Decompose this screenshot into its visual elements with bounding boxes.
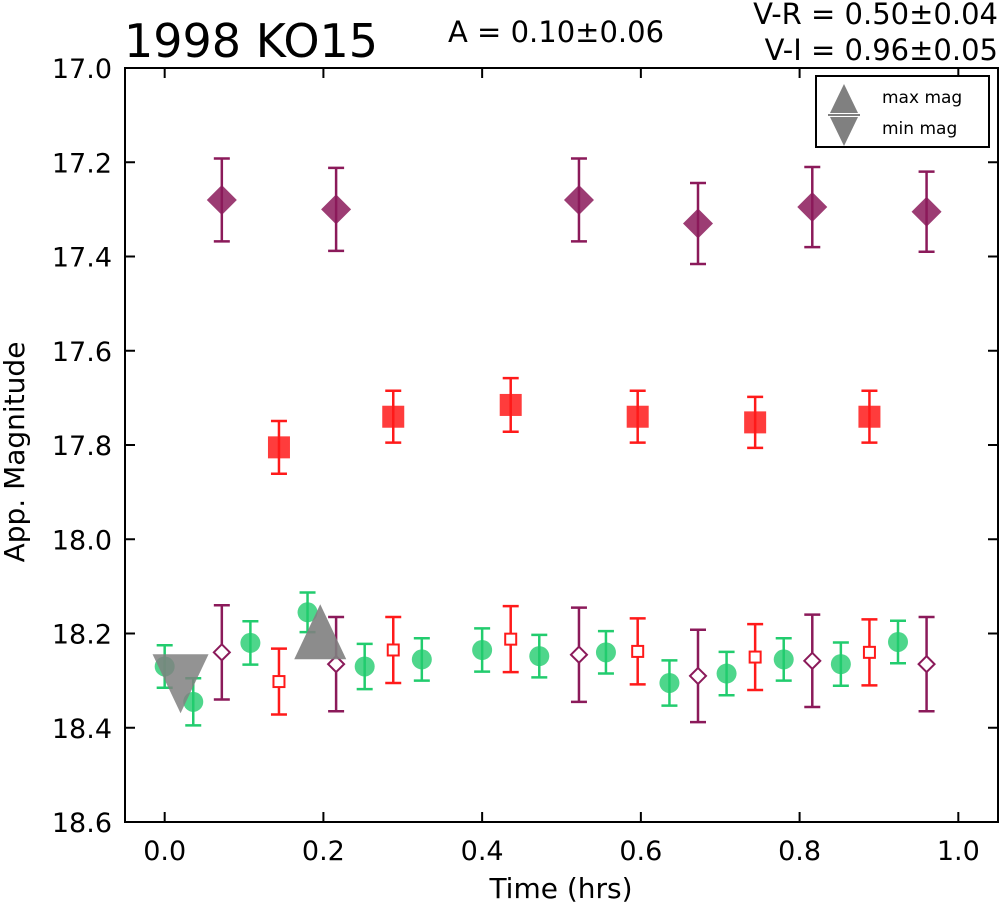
circle-point xyxy=(830,654,851,675)
open-square-point xyxy=(748,650,762,664)
axis-ticks: 0.0 0.2 0.4 0.6 0.8 1.0 17.0 17.2 17.4 17.6 17.8 18… xyxy=(52,54,998,867)
open-diamond-point xyxy=(569,645,589,665)
x-tick-label: 0.4 xyxy=(461,836,504,867)
open-square-point xyxy=(631,644,645,658)
circle-point xyxy=(888,631,909,652)
square-point xyxy=(499,393,522,416)
x-tick-label: 0.6 xyxy=(619,836,662,867)
square-point xyxy=(626,405,649,428)
legend-markers xyxy=(828,84,860,146)
open-diamond-point xyxy=(688,666,708,686)
square-point xyxy=(382,405,405,428)
data-markers xyxy=(152,184,942,714)
open-square-point xyxy=(272,675,286,689)
diamond-point xyxy=(563,184,594,215)
circle-point xyxy=(411,649,432,670)
open-square-point xyxy=(386,643,400,657)
open-diamond-point xyxy=(802,651,822,671)
y-tick-label: 17.6 xyxy=(52,337,112,368)
open-square-point xyxy=(862,645,876,659)
amplitude-annotation: A = 0.10±0.06 xyxy=(448,15,664,49)
open-diamond-point xyxy=(212,642,232,662)
y-tick-label: 17.0 xyxy=(52,54,112,85)
x-tick-label: 0.8 xyxy=(778,836,821,867)
max-mag-triangle xyxy=(294,604,347,660)
y-tick-label: 18.4 xyxy=(52,714,112,745)
square-point xyxy=(267,436,290,459)
legend-triangle-down-icon xyxy=(830,117,858,146)
v-minus-r-annotation: V-R = 0.50±0.04 xyxy=(753,0,998,31)
min-mag-triangle xyxy=(152,654,209,714)
circle-point xyxy=(659,672,680,693)
circle-point xyxy=(240,632,261,653)
square-point xyxy=(744,411,767,434)
y-tick-label: 18.2 xyxy=(52,620,112,651)
diamond-point xyxy=(683,208,714,239)
x-tick-label: 1.0 xyxy=(937,836,980,867)
open-diamond-point xyxy=(326,654,346,674)
circle-point xyxy=(297,602,318,623)
circle-point xyxy=(354,656,375,677)
open-diamond-point xyxy=(917,654,936,674)
y-tick-label: 17.4 xyxy=(52,243,112,274)
y-tick-label: 17.8 xyxy=(52,431,112,462)
x-tick-label: 0.0 xyxy=(143,836,186,867)
square-point xyxy=(858,405,881,428)
v-minus-i-annotation: V-I = 0.96±0.05 xyxy=(765,33,998,67)
y-tick-label: 18.0 xyxy=(52,525,112,556)
chart-title: 1998 KO15 xyxy=(124,14,378,68)
y-tick-label: 17.2 xyxy=(52,148,112,179)
circle-point xyxy=(529,646,550,667)
circle-point xyxy=(716,663,737,684)
open-square-point xyxy=(504,632,518,646)
legend-label-max-mag: max mag xyxy=(882,88,962,108)
plot-frame xyxy=(124,67,999,823)
circle-point xyxy=(773,649,794,670)
diamond-point xyxy=(911,196,942,227)
diamond-point xyxy=(206,184,237,215)
diamond-point xyxy=(797,192,828,223)
x-axis-label: Time (hrs) xyxy=(488,872,632,904)
circle-point xyxy=(472,639,493,660)
circle-point xyxy=(595,642,616,663)
y-axis-label: App. Magnitude xyxy=(0,342,31,563)
legend-triangle-up-icon xyxy=(830,84,858,113)
diamond-point xyxy=(321,194,352,225)
legend-label-min-mag: min mag xyxy=(882,119,957,139)
y-tick-label: 18.6 xyxy=(52,808,112,839)
x-tick-label: 0.2 xyxy=(302,836,345,867)
legend: max mag min mag xyxy=(815,75,990,148)
